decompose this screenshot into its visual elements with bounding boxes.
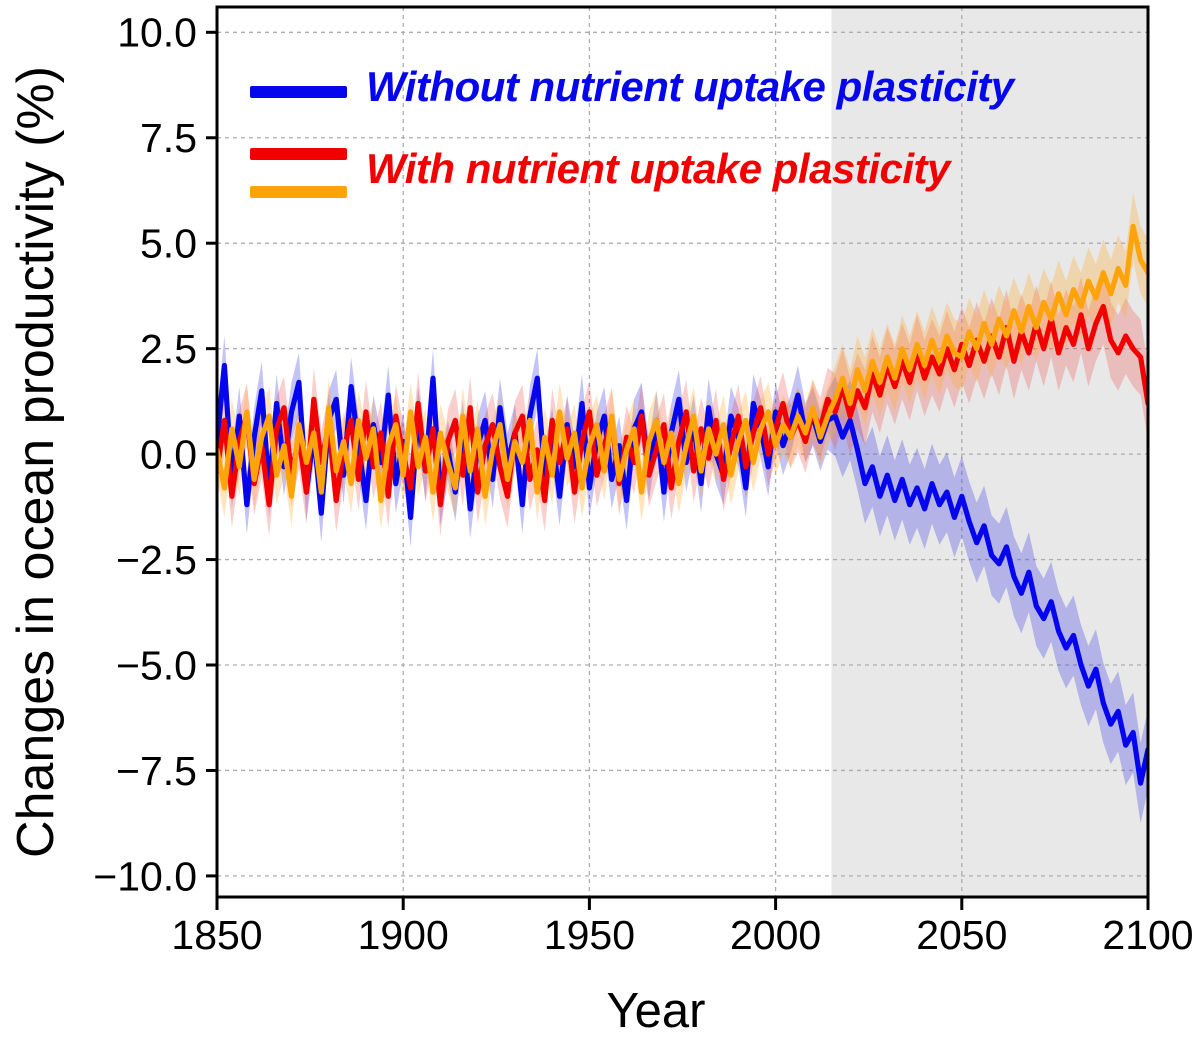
y-tick-label-5: 5.0 [140, 221, 197, 267]
series-line-orange [217, 223, 1148, 504]
legend-swatch-with-plasticity-red [250, 148, 347, 160]
legend-label-without-plasticity: Without nutrient uptake plasticity [366, 63, 1014, 110]
x-tick-label-1950: 1950 [544, 912, 635, 958]
y-tick-label--10: −10.0 [93, 853, 197, 899]
y-tick-label-10: 10.0 [117, 10, 197, 56]
legend-swatch-without-plasticity [250, 86, 347, 98]
series-group [217, 192, 1148, 824]
y-tick-label--5: −5.0 [116, 642, 197, 688]
plot-frame [215, 5, 1150, 899]
y-axis-title: Changes in ocean productivity (%) [7, 66, 65, 858]
x-tick-label-1900: 1900 [358, 912, 449, 958]
legend-label-with-plasticity: With nutrient uptake plasticity [366, 145, 950, 192]
legend: Without nutrient uptake plasticity With … [240, 55, 1160, 215]
x-tick-label-2050: 2050 [916, 912, 1007, 958]
x-axis-title: Year [606, 984, 706, 1038]
x-tick-label-1850: 1850 [171, 912, 262, 958]
x-tick-label-2100: 2100 [1102, 912, 1193, 958]
projection-period-shading [831, 7, 1148, 897]
y-tick-label-0: 0.0 [140, 431, 197, 477]
y-tick-label-7.5: 7.5 [140, 115, 197, 161]
legend-swatch-with-plasticity-orange [250, 186, 347, 198]
y-tick-label-2.5: 2.5 [140, 326, 197, 372]
y-tick-label--7.5: −7.5 [116, 748, 197, 794]
x-tick-label-2000: 2000 [730, 912, 821, 958]
y-tick-label--2.5: −2.5 [116, 537, 197, 583]
series-band-red [217, 268, 1148, 537]
